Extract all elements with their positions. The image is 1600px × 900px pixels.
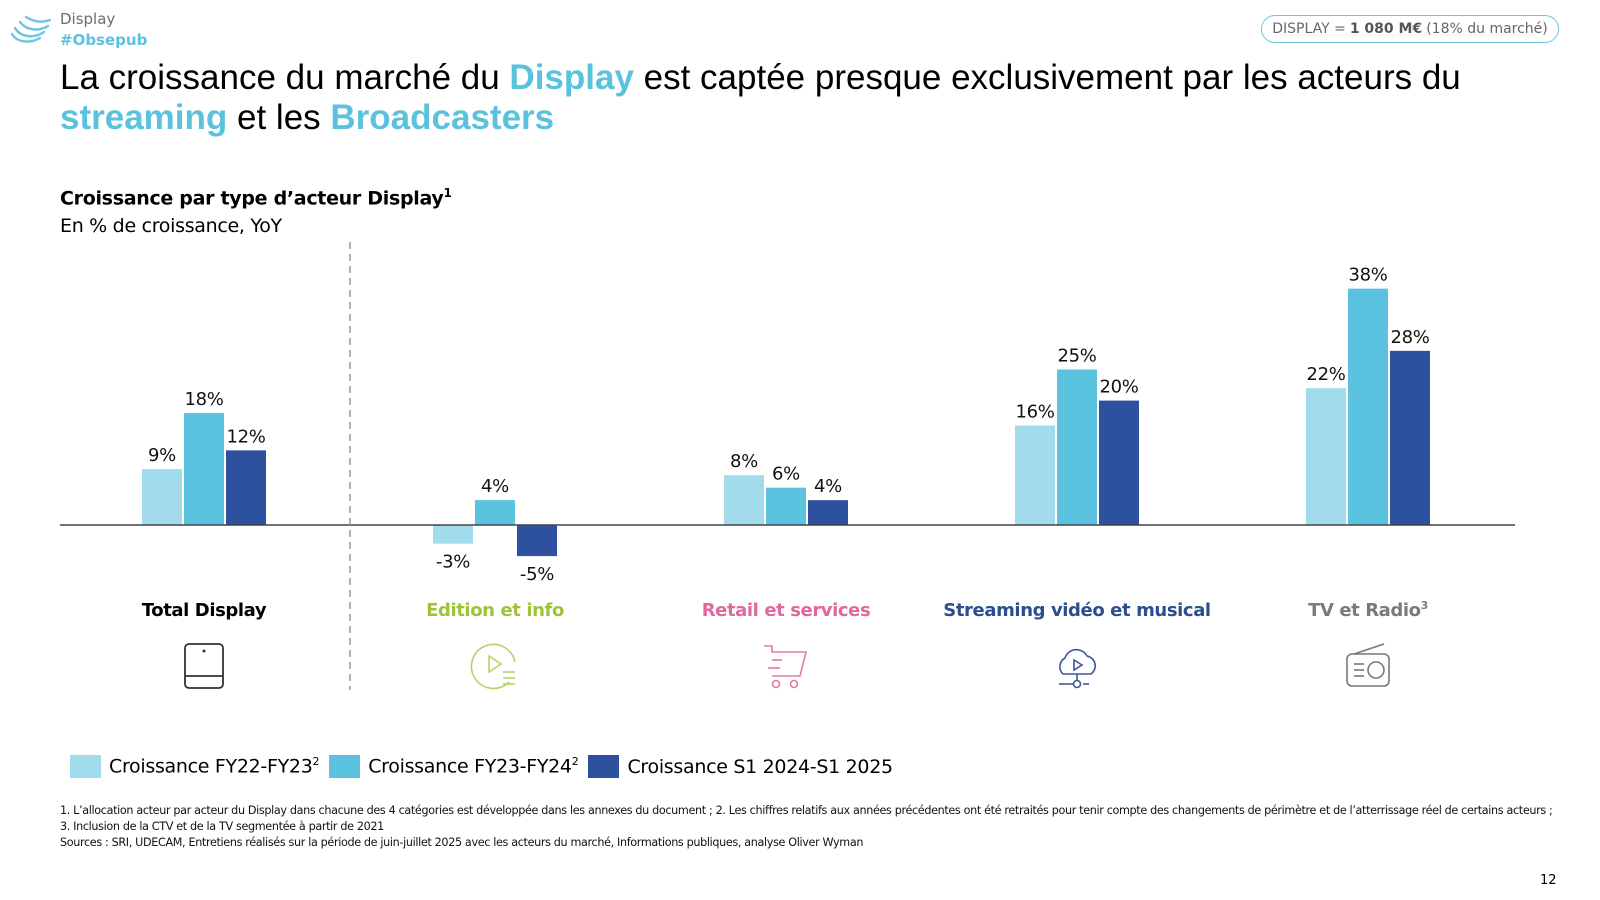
footnotes: 1. L’allocation acteur par acteur du Dis… [60,803,1560,851]
chart-title-text: Croissance par type d’acteur Display [60,187,444,210]
title-highlight-display: Display [509,58,634,97]
title-part3: et les [227,98,331,137]
sources-text: Sources : SRI, UDECAM, Entretiens réalis… [60,836,864,849]
chart-legend: Croissance FY22-FY232 Croissance FY23-FY… [70,755,903,778]
value-label-0-0: 9% [148,445,176,466]
shopping-cart-icon [764,645,808,689]
chart-title: Croissance par type d’acteur Display1 [60,186,452,209]
tablet-icon [184,643,224,689]
bar-4-0 [1306,388,1346,525]
category-label-1: Edition et info [426,600,564,621]
obsepub-logo-icon [10,15,52,43]
legend-swatch-series2 [329,755,361,778]
legend-item-fy23-fy24: Croissance FY23-FY242 [329,755,579,778]
value-label-4-0: 22% [1306,364,1345,385]
category-labels-layer: Total Display Edition et info Retail et se… [142,599,1429,621]
category-label-4: TV et Radio3 [1308,599,1428,621]
category-label-2: Retail et services [702,600,871,621]
legend-swatch-series3 [588,755,620,778]
radio-icon [1346,643,1390,687]
footnote-text: 1. L’allocation acteur par acteur du Dis… [60,804,1553,833]
bar-0-0 [142,469,182,525]
pill-prefix: DISPLAY = [1272,21,1346,37]
value-label-2-1: 6% [772,464,800,485]
bar-0-2 [226,450,266,525]
value-label-2-0: 8% [730,451,758,472]
bar-0-1 [184,413,224,525]
legend-item-s1: Croissance S1 2024-S1 2025 [588,755,893,778]
page-title: La croissance du marché du Display est c… [60,58,1580,138]
value-label-2-2: 4% [814,476,842,497]
page-number: 12 [1540,873,1557,888]
bar-2-2 [808,500,848,525]
bar-4-1 [1348,288,1388,525]
play-list-icon [470,643,516,690]
title-part2: est captée presque exclusivement par les… [633,58,1461,97]
value-label-3-0: 16% [1015,401,1054,422]
bar-3-0 [1015,425,1055,525]
bars-layer [142,288,1430,557]
hashtag-label: #Obsepub [60,31,148,49]
legend-label-series3: Croissance S1 2024-S1 2025 [627,755,893,778]
value-label-0-2: 12% [226,426,265,447]
bar-2-0 [724,475,764,525]
value-label-3-1: 25% [1057,346,1096,367]
pill-suffix: (18% du marché) [1426,21,1548,37]
value-labels-layer: 9% 18%12% -3% 4% -5% 8% 6% 4% 16% 25%20% 22% 38% 28% [148,265,1430,585]
category-label-3: Streaming vidéo et musical [943,600,1210,621]
value-label-4-1: 38% [1348,265,1387,286]
chart-title-footnote: 1 [443,186,452,200]
bar-1-0 [433,525,473,544]
title-highlight-streaming: streaming [60,98,228,137]
market-summary-pill: DISPLAY = 1 080 M€ (18% du marché) [1261,15,1559,43]
value-label-1-2: -5% [520,564,554,585]
section-label: Display [60,10,116,28]
legend-label-series1: Croissance FY22-FY232 [109,755,320,778]
category-icons-layer [184,643,1390,690]
value-label-1-1: 4% [481,476,509,497]
bar-2-1 [766,487,806,525]
title-part1: La croissance du marché du [60,58,510,97]
growth-bar-chart: 9% 18%12% -3% 4% -5% 8% 6% 4% 16% 25%20% 22% 38% 28%… [60,242,1515,690]
value-label-0-1: 18% [184,389,223,410]
value-label-4-2: 28% [1390,327,1429,348]
legend-label-series2: Croissance FY23-FY242 [368,755,579,778]
bar-1-1 [475,500,515,525]
title-highlight-broadcasters: Broadcasters [330,98,555,137]
bar-1-2 [517,525,557,557]
pill-value: 1 080 M€ [1349,21,1423,37]
bar-3-1 [1057,369,1097,525]
bar-3-2 [1099,400,1139,525]
value-label-3-2: 20% [1099,377,1138,398]
legend-swatch-series1 [70,755,101,778]
legend-item-fy22-fy23: Croissance FY22-FY232 [70,755,320,778]
chart-subtitle: En % de croissance, YoY [60,215,282,237]
value-label-1-0: -3% [436,552,470,573]
category-label-0: Total Display [142,600,267,621]
cloud-play-icon [1059,648,1096,689]
bar-4-2 [1390,350,1430,525]
